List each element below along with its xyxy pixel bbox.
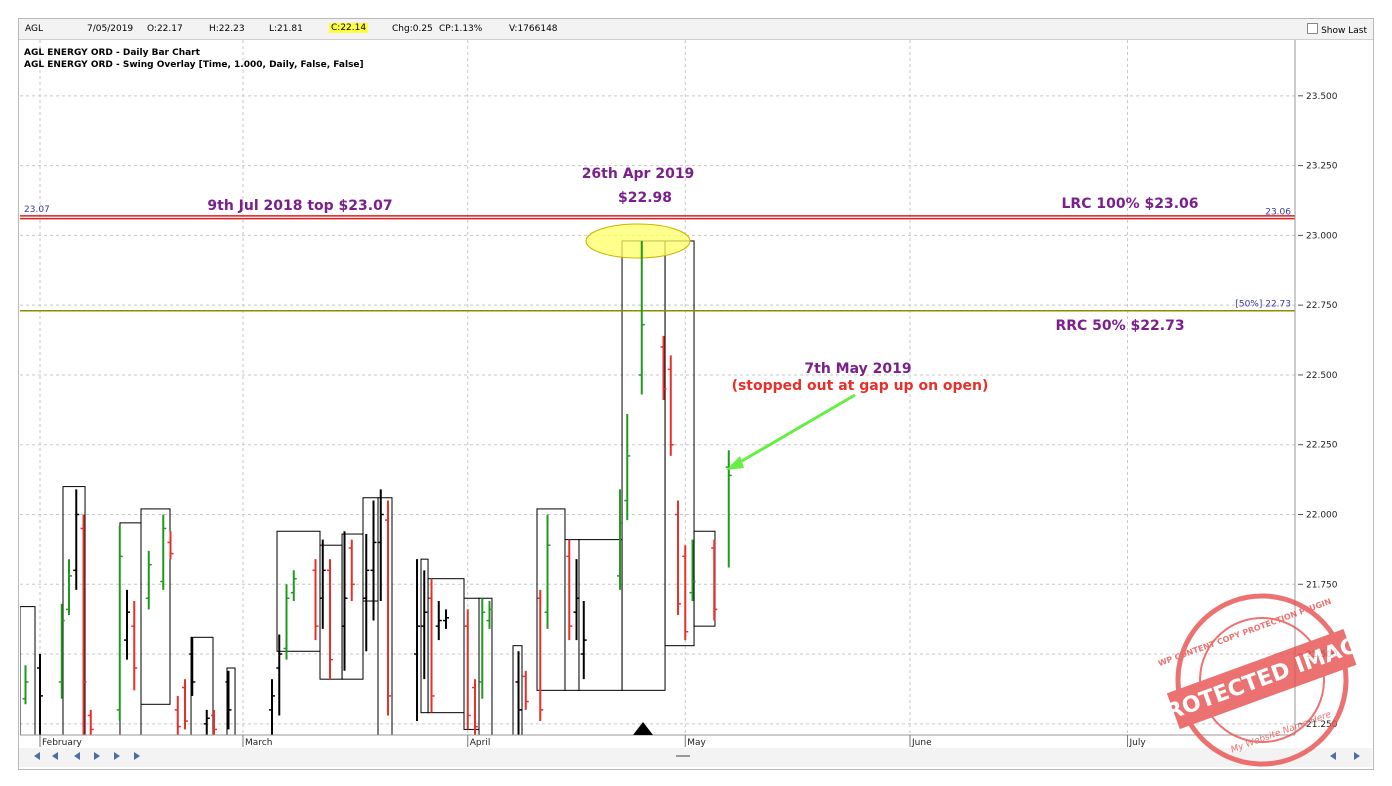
arrow-head — [726, 456, 744, 470]
change: Chg:0.25 — [392, 24, 433, 34]
arrow-line — [734, 393, 856, 467]
y-tick-label: 22.750 — [1306, 301, 1338, 311]
highlight-ellipse — [585, 223, 691, 259]
y-tick-label: 22.250 — [1306, 441, 1338, 451]
annotation: 26th Apr 2019 — [582, 166, 695, 182]
app-window: AGL 7/05/2019 O:22.17 H:22.23 L:21.81 C:… — [18, 18, 1374, 770]
swing-overlay — [20, 240, 716, 735]
y-tick-label: 23.500 — [1306, 92, 1338, 102]
y-tick-label: 21.250 — [1306, 720, 1338, 730]
y-tick-label: 23.250 — [1306, 162, 1338, 172]
swing-box — [427, 578, 465, 714]
low: L:21.81 — [269, 24, 303, 34]
bars — [22, 240, 732, 735]
swing-box — [362, 497, 379, 602]
x-tick-label: April — [470, 738, 491, 748]
swing-box — [276, 530, 321, 652]
grid — [20, 40, 1295, 735]
swing-box — [140, 508, 171, 705]
checkbox[interactable] — [1307, 23, 1319, 34]
swing-box — [578, 539, 623, 691]
x-tick-label: March — [245, 738, 272, 748]
swing-box — [693, 530, 716, 627]
annotation: RRC 50% $22.73 — [1055, 318, 1184, 334]
nav-buttons[interactable] — [34, 752, 1360, 760]
x-tick-label: June — [911, 738, 932, 748]
annotation: $22.98 — [618, 190, 672, 206]
high: H:22.23 — [209, 24, 245, 34]
watermark-main: PROTECTED IMAGE — [1148, 628, 1377, 732]
y-tick-label: 22.500 — [1306, 371, 1338, 381]
show-last[interactable]: Show Last — [1307, 23, 1367, 36]
open: O:22.17 — [147, 24, 183, 34]
x-tick-label: February — [42, 738, 83, 748]
annotation: LRC 100% $23.06 — [1062, 196, 1199, 212]
show-last-label: Show Last — [1321, 26, 1367, 36]
swing-box — [341, 533, 364, 680]
quote-bar: AGL 7/05/2019 O:22.17 H:22.23 L:21.81 C:… — [19, 19, 1373, 40]
y-tick-label: 22.000 — [1306, 510, 1338, 520]
annotation: 9th Jul 2018 top $23.07 — [207, 198, 392, 214]
volume: V:1766148 — [509, 24, 558, 34]
level-label: 23.06 — [1265, 208, 1291, 218]
swing-box — [377, 497, 393, 735]
close: C:22.14 — [329, 23, 369, 33]
date: 7/05/2019 — [87, 24, 134, 34]
x-tick-label: May — [687, 738, 706, 748]
x-tick-label: July — [1129, 738, 1147, 748]
scroll-grip[interactable] — [676, 755, 690, 757]
nav-bar — [19, 748, 1372, 767]
level-label: 23.07 — [24, 205, 50, 215]
annotation: (stopped out at gap up on open) — [732, 378, 989, 394]
swing-box — [119, 522, 142, 735]
symbol: AGL — [25, 24, 43, 34]
level-label: [50%] 22.73 — [1235, 300, 1291, 310]
swing-box — [621, 240, 666, 691]
change-pct: CP:1.13% — [439, 24, 483, 34]
chart-title: AGL ENERGY ORD - Daily Bar Chart — [24, 48, 201, 58]
swing-marker — [633, 722, 653, 735]
y-tick-label: 21.750 — [1306, 580, 1338, 590]
annotations: 26th Apr 2019 $22.98 9th Jul 2018 top $23.… — [207, 166, 1198, 394]
swing-box — [62, 486, 86, 735]
levels: 23.07 23.06 [50%] 22.73 — [20, 205, 1295, 312]
axes: 21.25021.50021.75022.00022.25022.50022.7… — [20, 40, 1338, 748]
swing-box — [20, 606, 36, 735]
swing-box — [463, 597, 480, 730]
swing-box — [512, 645, 523, 735]
chart-subtitle: AGL ENERGY ORD - Swing Overlay [Time, 1.… — [24, 60, 364, 70]
swing-box — [664, 240, 695, 647]
annotation: 7th May 2019 — [804, 361, 911, 377]
swing-box — [190, 636, 214, 735]
y-tick-label: 23.000 — [1306, 231, 1338, 241]
